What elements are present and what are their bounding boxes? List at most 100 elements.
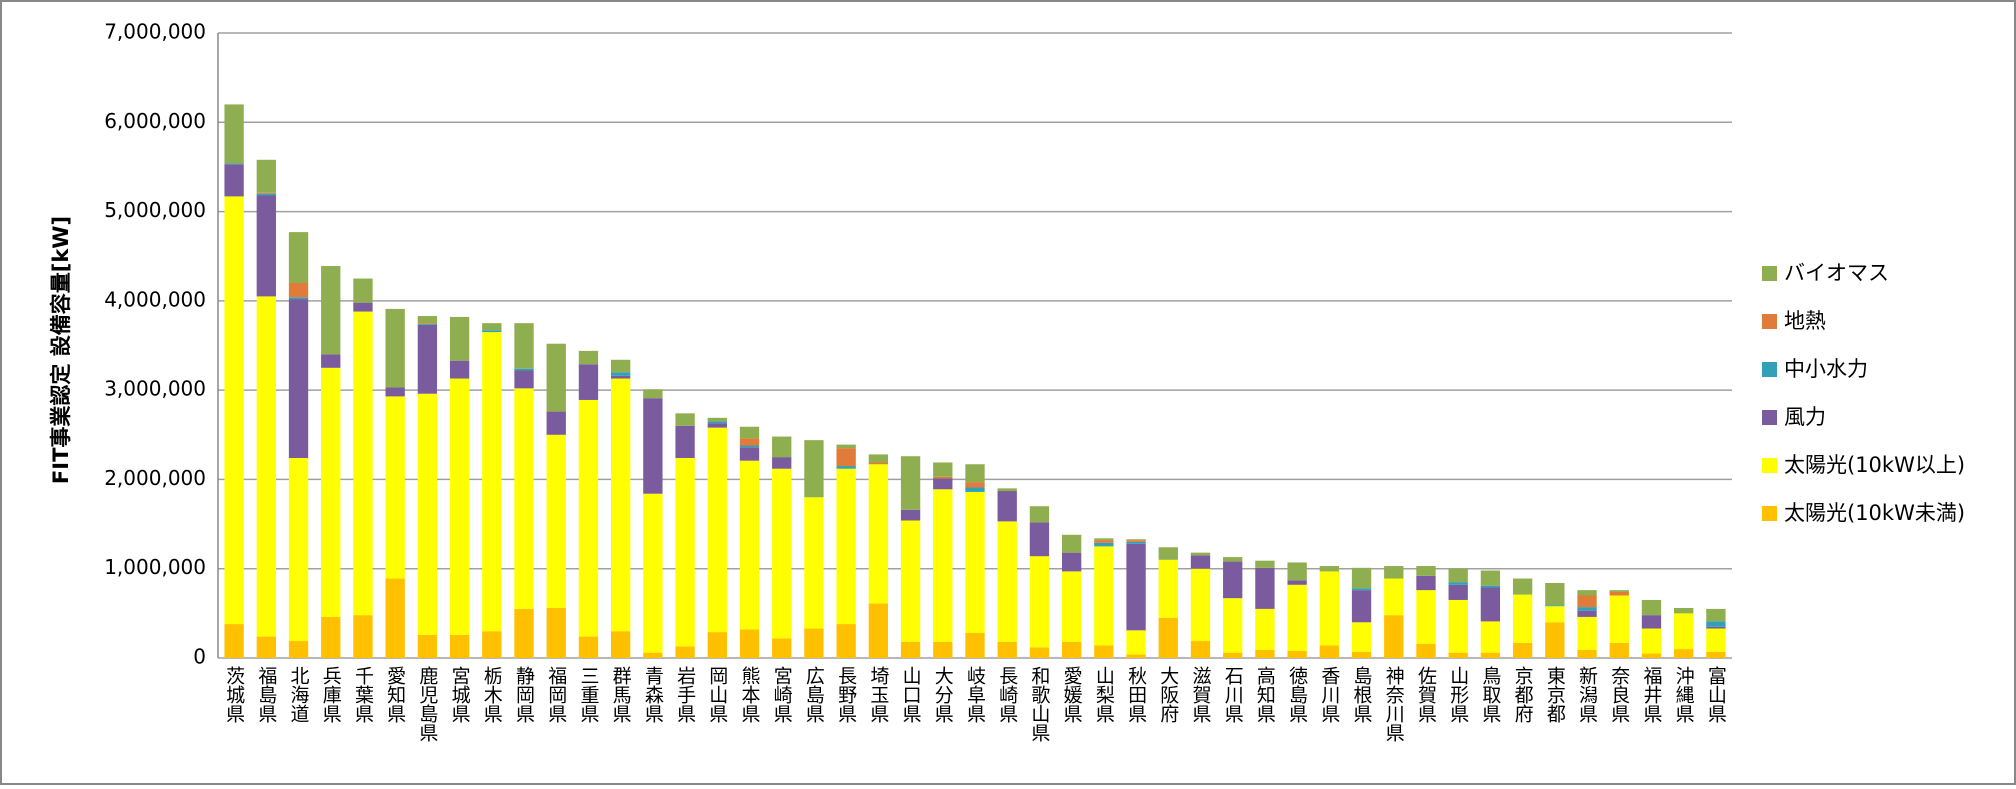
bar-segment (385, 396, 405, 579)
bar-segment (578, 636, 599, 658)
bar-segment (224, 624, 244, 658)
bar-segment (1512, 578, 1533, 595)
bar-segment (1512, 594, 1533, 643)
bar-segment (1061, 571, 1082, 642)
x-tick-label: 香川県 (1318, 666, 1340, 723)
x-tick-label: 富山県 (1705, 666, 1727, 723)
x-tick-label: 大阪府 (1157, 666, 1179, 723)
bar-segment (933, 476, 953, 479)
x-tick-label: 岡山県 (706, 666, 728, 723)
bar-segment (1126, 541, 1146, 544)
bar-segment (417, 393, 438, 635)
x-tick-label: 青森県 (642, 666, 664, 723)
bar-segment (1319, 566, 1340, 572)
legend-swatch (1762, 506, 1777, 521)
bar-segment (900, 520, 921, 642)
bar-segment (772, 638, 792, 658)
x-tick-label: 宮崎県 (771, 666, 793, 723)
bar-segment (739, 426, 760, 439)
bar-segment (900, 456, 921, 510)
bar-segment (997, 521, 1017, 642)
bar-segment (610, 375, 631, 379)
bar-segment (675, 646, 695, 658)
bar-segment (965, 487, 985, 492)
x-tick-label: 石川県 (1222, 666, 1244, 723)
bar-segment (772, 457, 792, 469)
y-tick-label: 3,000,000 (104, 377, 206, 401)
x-tick-label: 山梨県 (1093, 666, 1115, 723)
bar-segment (1480, 587, 1501, 622)
bar-segment (836, 466, 856, 469)
bar-segment (385, 578, 405, 658)
bar-segment (417, 323, 438, 325)
bar-segment (288, 297, 309, 300)
x-tick-label: 秋田県 (1125, 666, 1147, 723)
bar-segment (514, 323, 534, 369)
bar-segment (868, 464, 889, 604)
bar-segment (1706, 626, 1726, 629)
bar-segment (772, 468, 792, 639)
x-tick-label: 岐阜県 (964, 666, 986, 723)
x-tick-label: 長野県 (835, 666, 857, 723)
bar-segment (1416, 575, 1436, 591)
bar-segment (868, 454, 889, 463)
bar-segment (482, 323, 502, 331)
x-tick-label: 山口県 (900, 666, 922, 723)
bar-segment (1126, 654, 1146, 658)
x-tick-label: 茨城県 (223, 666, 245, 723)
bar-segment (449, 360, 470, 379)
bar-segment (385, 387, 405, 397)
legend-swatch (1762, 458, 1777, 473)
bar-segment (1641, 628, 1662, 654)
bar-segment (1061, 552, 1082, 572)
legend-label: 中小水力 (1784, 357, 1868, 381)
legend-label: 太陽光(10kW以上) (1784, 453, 1965, 477)
bar-segment (578, 364, 599, 400)
bar-segment (288, 458, 309, 642)
bar-segment (1029, 647, 1050, 658)
bar-segment (675, 413, 695, 426)
bar-segment (482, 332, 502, 632)
bar-segment (1448, 584, 1468, 600)
bar-segment (1641, 599, 1662, 616)
bar-segment (1351, 651, 1372, 658)
bar-segment (514, 368, 534, 371)
bar-segment (933, 641, 953, 658)
bar-segment (1287, 584, 1307, 651)
bar-segment (1158, 617, 1178, 658)
bar-segment (1158, 547, 1178, 560)
x-tick-label: 静岡県 (513, 666, 535, 723)
bar-segment (1158, 559, 1178, 618)
bar-segment (1706, 651, 1726, 658)
bar-segment (900, 509, 921, 521)
bar-segment (1126, 539, 1146, 541)
bar-segment (965, 491, 985, 633)
bar-segment (1545, 583, 1565, 606)
bar-segment (1094, 538, 1114, 541)
x-tick-label: 埼玉県 (867, 666, 889, 723)
bar-segment (933, 478, 953, 490)
bar-segment (739, 447, 760, 461)
bar-segment (482, 631, 502, 658)
bar-segment (1674, 649, 1694, 658)
bar-segment (804, 497, 824, 629)
bar-segment (836, 444, 856, 449)
bar-segment (707, 427, 727, 633)
x-tick-label: 徳島県 (1286, 666, 1308, 723)
bar-segment (1351, 590, 1372, 623)
bar-segment (707, 632, 727, 658)
bar-segment (1126, 630, 1146, 655)
bar-segment (1351, 622, 1372, 652)
legend-swatch (1762, 410, 1777, 425)
bar-segment (224, 163, 244, 165)
bar-segment (1094, 542, 1114, 547)
bar-segment (256, 195, 276, 297)
bar-segment (385, 308, 405, 388)
bar-segment (707, 421, 727, 424)
bar-segment (643, 493, 663, 653)
y-tick-label: 4,000,000 (104, 287, 206, 311)
x-tick-label: 滋賀県 (1189, 666, 1211, 723)
bar-segment (1674, 613, 1694, 650)
bar-segment (1545, 606, 1565, 623)
x-tick-label: 群馬県 (610, 666, 632, 723)
